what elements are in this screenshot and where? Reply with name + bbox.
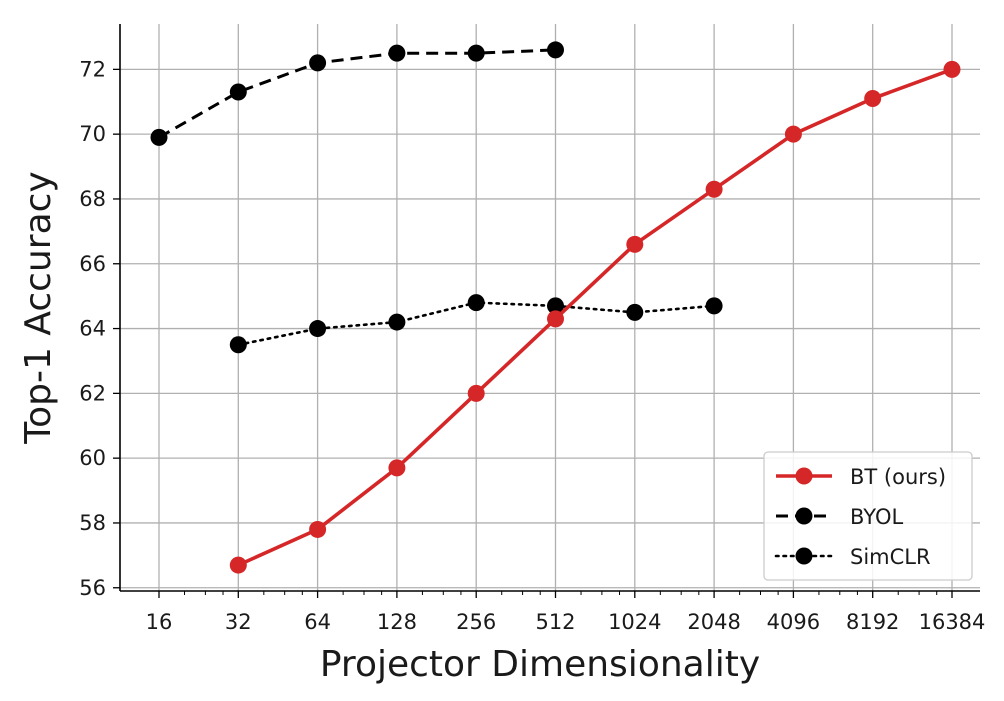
data-point-bt-ours	[309, 520, 327, 538]
data-point-byol	[150, 128, 168, 146]
legend: BT (ours) BYOL SimCLR	[763, 451, 973, 581]
data-point-bt-ours	[547, 310, 564, 328]
y-tick-label: 64	[79, 317, 106, 341]
x-tick-label: 32	[225, 610, 252, 634]
y-tick-label: 62	[79, 381, 106, 405]
axes	[113, 24, 980, 598]
x-tick-label: 1024	[608, 610, 661, 634]
data-point-bt-ours	[626, 235, 644, 253]
data-point-simclr	[626, 303, 644, 321]
data-point-simclr	[229, 336, 247, 354]
data-point-bt-ours	[467, 384, 485, 402]
data-point-byol	[229, 83, 247, 101]
y-tick-label: 66	[79, 252, 106, 276]
data-point-byol	[467, 44, 485, 62]
data-point-byol	[388, 44, 406, 62]
data-point-bt-ours	[864, 90, 882, 108]
legend-swatch-marker-bt-ours	[795, 467, 813, 485]
y-tick-label: 60	[79, 446, 106, 470]
data-point-simclr	[467, 294, 485, 312]
y-tick-label: 56	[79, 576, 106, 600]
x-tick-label: 2048	[687, 610, 740, 634]
data-point-byol	[547, 41, 564, 59]
x-tick-label: 512	[535, 610, 575, 634]
x-tick-label: 256	[456, 610, 496, 634]
legend-swatch-marker-simclr	[795, 547, 813, 565]
x-tick-label: 64	[304, 610, 331, 634]
legend-label-byol: BYOL	[850, 505, 903, 529]
data-point-bt-ours	[229, 556, 247, 574]
legend-label-bt-ours: BT (ours)	[850, 465, 946, 489]
y-axis-title: Top-1 Accuracy	[18, 171, 59, 444]
x-tick-label: 16384	[919, 610, 986, 634]
legend-swatch-marker-byol	[795, 507, 813, 525]
x-tick-label: 16	[146, 610, 173, 634]
data-point-bt-ours	[784, 125, 802, 143]
y-tick-label: 70	[79, 122, 106, 146]
series-line-bt-ours	[237, 67, 953, 567]
y-tick-label: 68	[79, 187, 106, 211]
data-point-simclr	[388, 313, 406, 331]
data-point-bt-ours	[943, 60, 961, 78]
data-point-byol	[309, 54, 327, 72]
series-line-byol	[158, 48, 556, 139]
data-point-bt-ours	[705, 180, 723, 198]
y-tick-label: 58	[79, 511, 106, 535]
data-point-bt-ours	[388, 459, 406, 477]
data-point-simclr	[309, 320, 327, 338]
x-tick-label: 8192	[846, 610, 899, 634]
legend-box	[763, 451, 973, 581]
legend-label-simclr: SimCLR	[850, 545, 931, 569]
x-axis-title: Projector Dimensionality	[320, 644, 760, 685]
data-series	[150, 41, 961, 574]
data-point-simclr	[547, 297, 564, 315]
x-tick-label: 128	[377, 610, 417, 634]
x-tick-label: 4096	[767, 610, 820, 634]
y-tick-label: 72	[79, 57, 106, 81]
tick-labels: 16 32 64 128 256 512 1024 2048 4096 8192 16384 56 58…	[79, 57, 985, 634]
data-point-simclr	[705, 297, 723, 315]
